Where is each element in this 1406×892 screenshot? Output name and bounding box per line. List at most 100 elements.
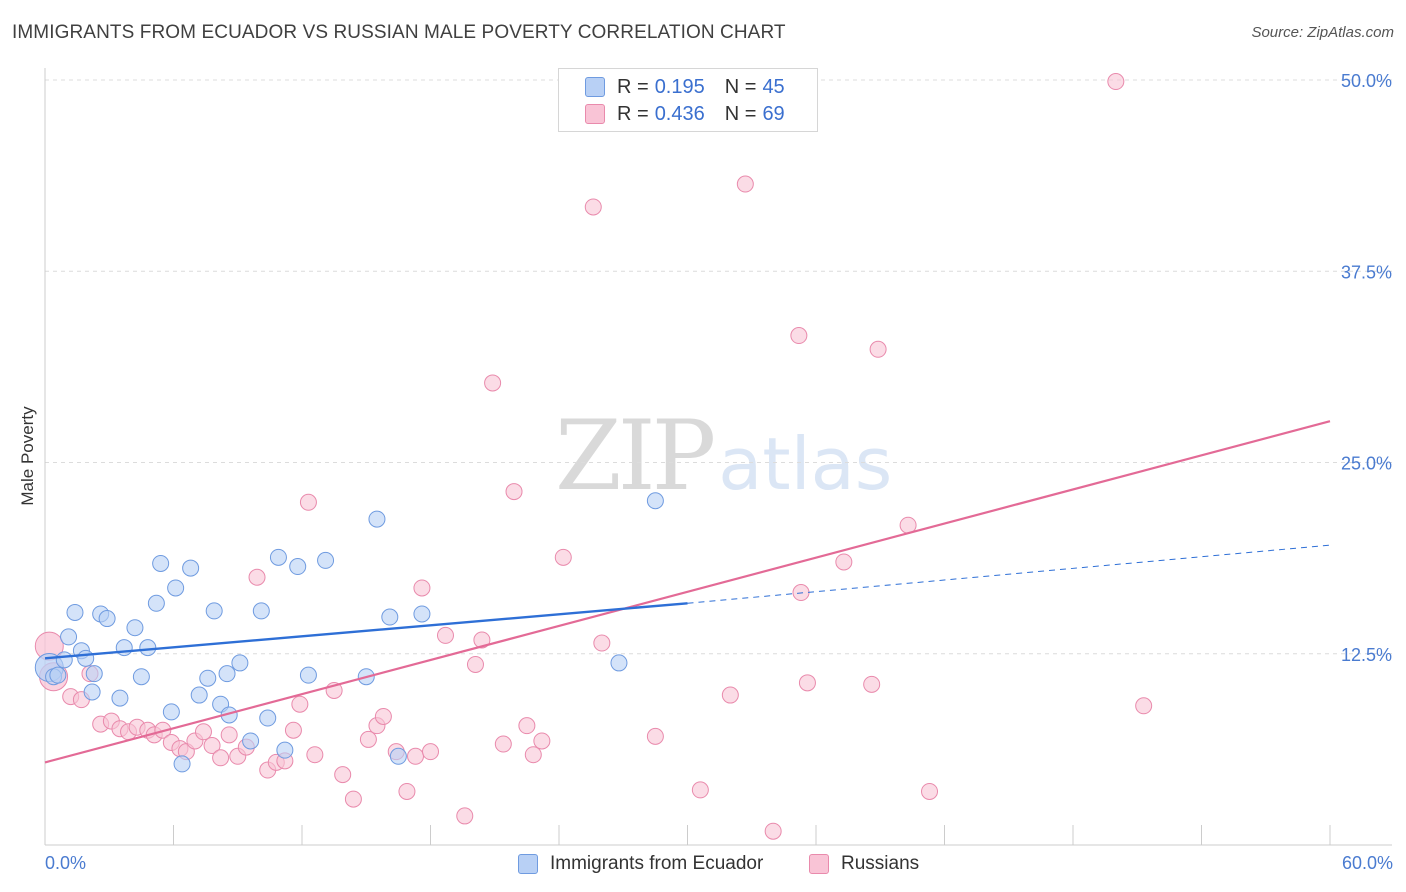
point-ecuador [299,666,317,684]
axes [44,68,1392,846]
point-russians [533,732,551,750]
point-russians [473,631,491,649]
point-russians [359,730,377,748]
bottom-legend-ecuador: Immigrants from Ecuador [518,852,763,876]
legend-r-value: 0.436 [654,102,705,125]
point-ecuador [182,559,200,577]
point-ecuador [139,639,157,657]
legend-r-value: 0.195 [654,75,705,98]
legend-swatch-ecuador [585,77,605,97]
point-russians [456,807,474,825]
point-ecuador [259,709,277,727]
point-russians [518,717,536,735]
point-russians [212,749,230,767]
legend-row-ecuador: R = 0.195 N = 45 [585,74,785,100]
point-russians [1107,73,1125,91]
point-ecuador [173,755,191,773]
point-russians [398,782,416,800]
point-russians [494,735,512,753]
point-russians [248,568,266,586]
point-ecuador [190,686,208,704]
watermark-atlas: atlas [718,422,893,506]
legend-n-label: N = [724,75,757,98]
point-russians [407,747,425,765]
point-ecuador [77,649,95,667]
point-russians [306,746,324,764]
y-tick-label: 25.0% [1341,454,1392,474]
point-ecuador [83,683,101,701]
point-ecuador [252,602,270,620]
point-ecuador [646,492,664,510]
point-ecuador [55,651,73,669]
point-russians [194,723,212,741]
point-russians [344,790,362,808]
point-ecuador [147,594,165,612]
point-russians [863,675,881,693]
point-ecuador [126,619,144,637]
point-ecuador [269,548,287,566]
point-russians [691,781,709,799]
point-ecuador [368,510,386,528]
grid-lines [45,79,1392,655]
point-russians [505,483,523,501]
series-russians [34,73,1153,840]
point-ecuador [199,669,217,687]
trend-line-ecuador-projection [687,544,1331,604]
point-ecuador [289,558,307,576]
legend-swatch-russians [585,104,605,124]
bottom-legend-russians: Russians [809,852,919,876]
legend-n-value: 69 [762,102,785,125]
legend-r-label: R = [617,102,649,125]
source-label: Source: ZipAtlas.com [1251,24,1394,41]
point-russians [764,822,782,840]
point-russians [334,766,352,784]
x-tick-label: 0.0% [45,853,86,873]
point-ecuador [111,689,129,707]
bottom-legend-label-russians: Russians [841,853,920,874]
bottom-legend-swatch-ecuador [518,854,538,874]
legend-n-value: 45 [762,75,785,98]
point-russians [554,548,572,566]
point-ecuador [231,654,249,672]
point-ecuador [162,703,180,721]
y-tick-label: 37.5% [1341,262,1392,282]
point-russians [374,707,392,725]
point-russians [790,327,808,345]
point-ecuador [132,668,150,686]
point-russians [466,655,484,673]
point-russians [413,579,431,597]
legend-r-label: R = [617,75,649,98]
point-russians [721,686,739,704]
point-russians [284,721,302,739]
watermark-zip: ZIP [555,400,716,512]
y-tick-label: 12.5% [1341,645,1392,665]
point-ecuador [205,602,223,620]
point-russians [220,726,238,744]
point-ecuador [167,579,185,597]
point-ecuador [85,665,103,683]
chart-title: IMMIGRANTS FROM ECUADOR VS RUSSIAN MALE … [12,22,786,43]
x-tick-label: 60.0% [1342,853,1393,873]
point-russians [646,727,664,745]
point-ecuador [381,608,399,626]
point-russians [921,782,939,800]
y-tick-label: 50.0% [1341,71,1392,91]
trend-line-russians [44,420,1331,764]
point-russians [736,175,754,193]
point-ecuador [49,666,67,684]
point-russians [593,634,611,652]
point-russians [422,743,439,761]
point-ecuador [389,747,407,765]
point-ecuador [60,628,78,646]
point-russians [869,340,887,358]
point-russians [203,737,221,755]
point-russians [299,493,317,511]
point-russians [798,674,816,692]
point-ecuador [218,665,236,683]
legend-row-russians: R = 0.436 N = 69 [585,101,785,127]
point-ecuador [242,732,260,750]
point-russians [584,198,602,216]
watermark: ZIPatlas [555,400,892,512]
point-ecuador [98,610,116,628]
point-ecuador [152,554,170,572]
